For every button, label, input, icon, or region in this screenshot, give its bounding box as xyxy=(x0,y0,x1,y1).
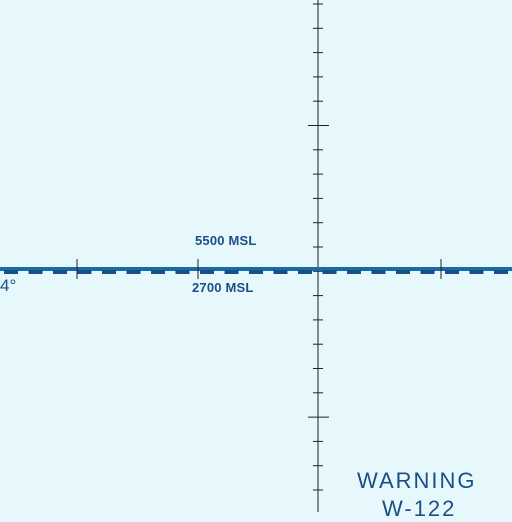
boundary-hatch xyxy=(396,270,410,274)
warning-area-name: WARNING xyxy=(357,468,477,493)
boundary-hatch xyxy=(200,270,214,274)
boundary-hatch xyxy=(494,270,508,274)
boundary-hatch xyxy=(249,270,263,274)
boundary-hatch xyxy=(420,270,435,274)
boundary-hatch xyxy=(298,270,312,274)
warning-area-boundary xyxy=(0,267,512,274)
meridian-degree-label: 4° xyxy=(0,276,17,295)
boundary-hatch xyxy=(151,270,165,274)
boundary-hatch xyxy=(102,270,116,274)
boundary-hatch xyxy=(77,270,92,274)
boundary-hatch xyxy=(4,270,18,274)
boundary-hatch xyxy=(126,270,141,274)
boundary-hatch xyxy=(322,270,337,274)
boundary-hatch xyxy=(224,270,239,274)
boundary-hatch xyxy=(28,270,43,274)
boundary-hatch xyxy=(371,270,386,274)
boundary-hatch xyxy=(53,270,67,274)
warning-area-id: W-122 xyxy=(382,496,457,521)
parallel-ticks xyxy=(76,259,442,279)
floor-altitude-label: 2700 MSL xyxy=(192,280,254,295)
boundary-hatch xyxy=(347,270,361,274)
meridian-ticks xyxy=(308,3,329,491)
boundary-hatch xyxy=(273,270,288,274)
boundary-hatch xyxy=(469,270,484,274)
ceiling-altitude-label: 5500 MSL xyxy=(195,233,257,248)
boundary-hatch xyxy=(175,270,190,274)
boundary-hatch xyxy=(445,270,459,274)
